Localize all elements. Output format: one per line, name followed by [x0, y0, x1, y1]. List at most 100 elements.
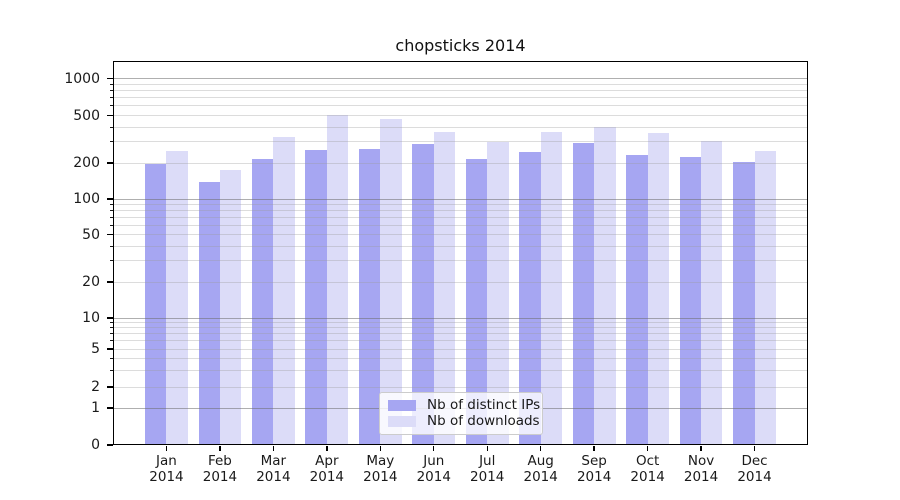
gridline-10 — [113, 317, 808, 319]
x-tick-label-feb: Feb 2014 — [202, 453, 238, 485]
y-tick-label-0: 0 — [91, 437, 100, 453]
legend-swatch-distinct-ips — [388, 400, 416, 411]
gridline-900 — [113, 83, 808, 85]
x-tick-label-apr: Apr 2014 — [309, 453, 345, 485]
bar-downloads-mar — [273, 137, 295, 445]
y-tick-1000 — [107, 77, 113, 80]
gridline-700 — [113, 97, 808, 99]
bar-ips-aug — [519, 152, 541, 445]
y-minor-tick-80 — [109, 209, 113, 211]
bar-downloads-may — [380, 118, 402, 445]
gridline-500 — [113, 115, 808, 116]
gridline-200 — [113, 162, 808, 164]
gridline-80 — [113, 209, 808, 211]
bar-ips-dec — [733, 161, 755, 445]
y-minor-tick-300 — [109, 141, 113, 143]
gridline-9 — [113, 322, 808, 324]
x-tick-jun — [433, 446, 435, 451]
x-tick-feb — [219, 446, 221, 451]
y-minor-tick-90 — [109, 203, 113, 205]
y-minor-tick-7 — [109, 333, 113, 335]
x-tick-oct — [646, 446, 649, 451]
y-tick-label-5: 5 — [91, 341, 100, 357]
x-tick-label-jul: Jul 2014 — [470, 453, 505, 485]
gridline-3 — [113, 369, 808, 371]
x-tick-nov — [700, 446, 702, 451]
y-minor-tick-8 — [109, 327, 113, 329]
y-tick-20 — [107, 281, 113, 283]
x-tick-mar — [272, 446, 275, 451]
bar-ips-mar — [252, 159, 274, 445]
y-tick-label-20: 20 — [82, 274, 100, 290]
y-tick-500 — [107, 114, 113, 117]
gridline-100 — [113, 198, 808, 200]
y-tick-10 — [107, 317, 113, 319]
bar-downloads-jul — [487, 142, 509, 445]
y-minor-tick-900 — [109, 83, 113, 85]
x-tick-jul — [486, 446, 488, 451]
y-minor-tick-800 — [109, 89, 113, 91]
y-tick-label-100: 100 — [73, 191, 100, 207]
gridline-30 — [113, 260, 808, 262]
legend-item-downloads: Nb of downloads — [388, 414, 540, 429]
x-tick-sep — [593, 446, 595, 451]
bar-downloads-oct — [647, 133, 669, 445]
gridline-6 — [113, 340, 808, 342]
bar-downloads-nov — [701, 140, 723, 445]
x-tick-label-jan: Jan 2014 — [149, 453, 184, 485]
bar-downloads-aug — [540, 131, 563, 445]
x-tick-label-aug: Aug 2014 — [523, 453, 558, 485]
gridline-8 — [113, 327, 808, 329]
y-tick-100 — [107, 198, 113, 200]
y-minor-tick-600 — [109, 105, 113, 107]
bar-ips-jan — [145, 164, 167, 445]
y-tick-label-2: 2 — [91, 379, 100, 395]
x-tick-label-oct: Oct 2014 — [630, 453, 665, 485]
y-tick-label-10: 10 — [82, 310, 100, 326]
y-tick-50 — [107, 233, 113, 236]
bar-ips-sep — [572, 142, 595, 445]
gridline-400 — [113, 126, 808, 128]
gridline-4 — [113, 357, 808, 359]
bar-ips-oct — [626, 155, 648, 445]
gridline-90 — [113, 203, 808, 205]
bar-downloads-jan — [166, 150, 188, 445]
x-tick-label-dec: Dec 2014 — [737, 453, 772, 485]
y-minor-tick-3 — [109, 369, 113, 371]
y-tick-1 — [107, 407, 113, 409]
y-tick-label-1000: 1000 — [64, 70, 100, 87]
y-tick-label-1: 1 — [91, 400, 100, 416]
gridline-5 — [113, 348, 808, 350]
y-minor-tick-4 — [109, 357, 113, 359]
legend-swatch-downloads — [388, 416, 416, 427]
x-tick-label-sep: Sep 2014 — [576, 453, 612, 485]
y-tick-label-500: 500 — [73, 107, 100, 124]
y-tick-0 — [107, 444, 113, 446]
x-tick-dec — [753, 446, 756, 451]
legend-label-downloads: Nb of downloads — [427, 413, 540, 429]
bar-ips-jul — [465, 159, 488, 445]
y-minor-tick-30 — [109, 260, 113, 262]
chart-title: chopsticks 2014 — [395, 36, 526, 55]
bar-ips-nov — [679, 156, 702, 445]
y-tick-label-50: 50 — [82, 226, 100, 243]
gridline-300 — [113, 141, 808, 143]
gridline-20 — [113, 281, 808, 283]
x-tick-aug — [539, 446, 542, 451]
gridline-800 — [113, 89, 808, 91]
y-minor-tick-6 — [109, 340, 113, 342]
y-tick-5 — [107, 348, 113, 350]
y-tick-200 — [107, 162, 113, 164]
gridline-70 — [113, 216, 808, 218]
x-tick-apr — [326, 446, 328, 451]
x-tick-label-may: May 2014 — [363, 453, 398, 485]
plot-frame — [113, 61, 808, 445]
bar-downloads-sep — [594, 127, 616, 445]
bar-ips-apr — [305, 150, 327, 445]
legend: Nb of distinct IPs Nb of downloads — [379, 392, 543, 435]
gridline-60 — [113, 224, 808, 226]
gridline-2 — [113, 386, 808, 388]
bar-ips-jun — [412, 143, 434, 445]
